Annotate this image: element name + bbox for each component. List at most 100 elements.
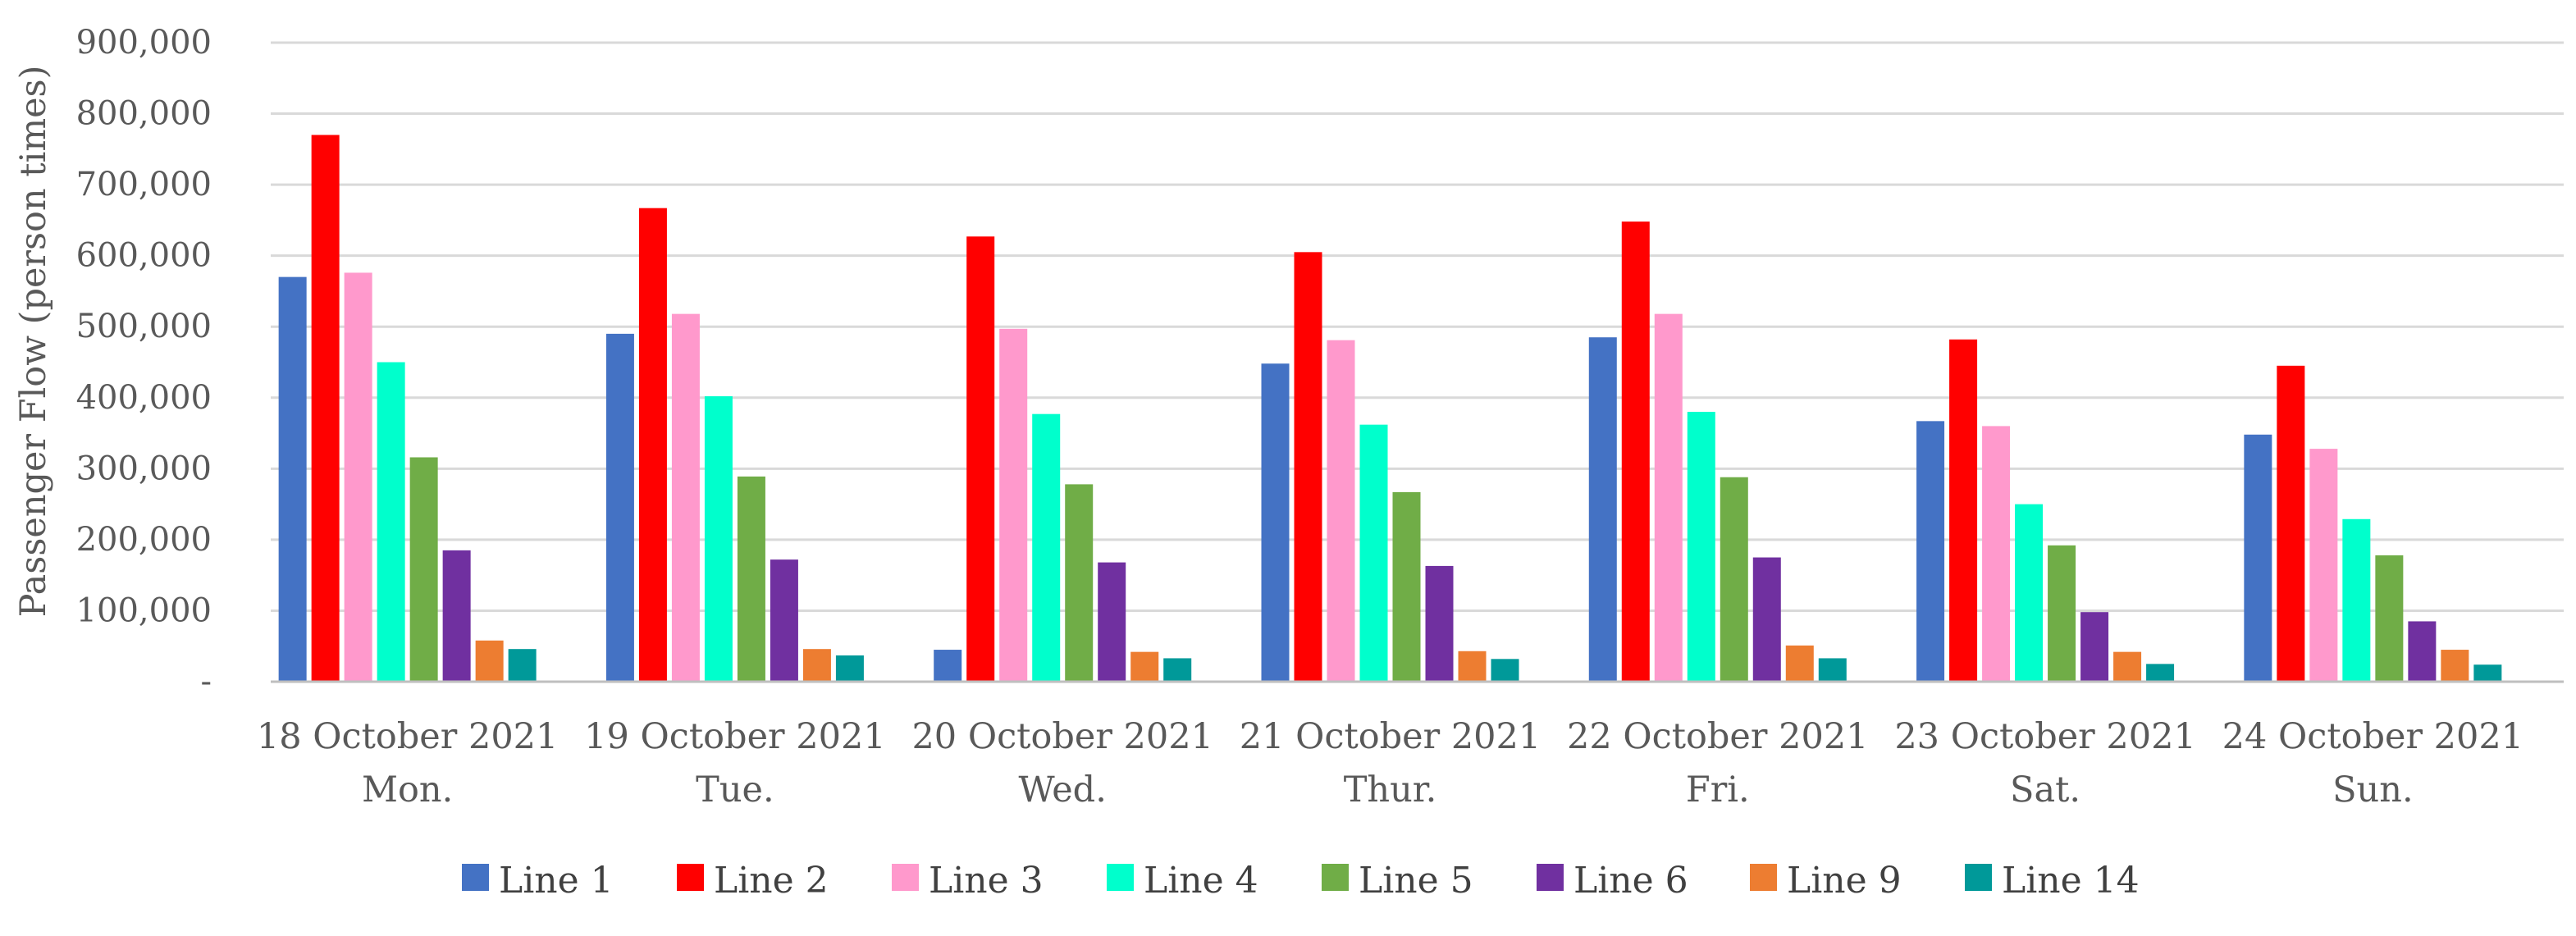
bar <box>934 650 962 682</box>
legend-label: Line 2 <box>714 860 829 902</box>
bar <box>704 396 733 682</box>
bar <box>1032 413 1061 682</box>
bar <box>638 208 667 682</box>
bar <box>2441 650 2469 682</box>
bar <box>1654 313 1683 682</box>
bar <box>671 313 700 682</box>
bar <box>344 272 372 682</box>
legend-swatch <box>1322 864 1349 891</box>
x-category-day-label: Sat. <box>2010 769 2080 810</box>
bar <box>802 649 831 682</box>
legend-swatch <box>1107 864 1134 891</box>
bar <box>278 276 307 682</box>
bar <box>1163 658 1192 682</box>
bar <box>2342 518 2371 682</box>
x-category-date-label: 20 October 2021 <box>911 716 1213 757</box>
bar <box>1916 421 1945 682</box>
bar <box>1752 557 1781 682</box>
bar <box>1261 363 1290 682</box>
bar <box>508 649 537 682</box>
y-tick-label: 500,000 <box>76 308 212 345</box>
bar <box>1949 339 1978 682</box>
legend-swatch <box>1537 864 1564 891</box>
legend-swatch <box>677 864 704 891</box>
x-category-date-label: 19 October 2021 <box>584 716 886 757</box>
bar <box>605 333 634 682</box>
legend-label: Line 5 <box>1359 860 1473 902</box>
bar <box>2375 555 2404 682</box>
x-category-day-label: Tue. <box>696 769 774 810</box>
x-category-date-label: 24 October 2021 <box>2222 716 2524 757</box>
bar <box>966 236 995 683</box>
y-tick-label: 900,000 <box>76 24 212 62</box>
legend-label: Line 1 <box>499 860 614 902</box>
bar <box>999 328 1028 682</box>
y-axis-title: Passenger Flow (person times) <box>13 66 54 618</box>
bar <box>1425 565 1454 682</box>
bar <box>442 550 471 682</box>
legend-label: Line 6 <box>1573 860 1688 902</box>
bar <box>1130 651 1159 682</box>
bar <box>2048 545 2076 682</box>
x-category-day-label: Fri. <box>1686 769 1750 810</box>
bar <box>770 559 798 682</box>
bar <box>1294 252 1322 683</box>
y-tick-label: 200,000 <box>76 521 212 559</box>
legend-swatch <box>462 864 489 891</box>
x-category-date-label: 18 October 2021 <box>257 716 559 757</box>
bar <box>1491 659 1519 682</box>
bar <box>311 135 340 682</box>
y-tick-label: 300,000 <box>76 450 212 487</box>
bar <box>1065 484 1094 682</box>
legend-label: Line 14 <box>2002 860 2140 902</box>
bar <box>2309 449 2338 682</box>
legend-label: Line 4 <box>1144 860 1258 902</box>
bar <box>2080 612 2109 682</box>
y-tick-label: 400,000 <box>76 379 212 417</box>
y-tick-label: 600,000 <box>76 237 212 275</box>
y-tick-labels: - 100,000 200,000 300,000 400,000 500,000 600,… <box>76 24 212 701</box>
bar-layer <box>278 135 2502 683</box>
x-category-date-label: 21 October 2021 <box>1240 716 1541 757</box>
x-category-day-label: Thur. <box>1344 769 1437 810</box>
bar <box>1098 562 1126 682</box>
bar <box>1327 340 1355 682</box>
legend-swatch <box>1965 864 1992 891</box>
bar <box>835 655 864 682</box>
bar <box>377 362 405 682</box>
x-category-labels: 18 October 2021 Mon. 19 October 2021 Tue. 20… <box>257 716 2523 810</box>
bar <box>2473 664 2502 682</box>
bar <box>2015 504 2044 682</box>
bar <box>1982 426 2011 682</box>
bar <box>1818 658 1847 682</box>
bar <box>1359 424 1388 682</box>
x-category-date-label: 22 October 2021 <box>1567 716 1869 757</box>
bar <box>1392 491 1421 682</box>
bar <box>1720 477 1748 682</box>
bar <box>1785 645 1814 682</box>
bar <box>2277 365 2305 682</box>
legend-label: Line 9 <box>1787 860 1902 902</box>
bar <box>2113 651 2142 682</box>
bar <box>737 476 765 682</box>
legend-swatch <box>1750 864 1777 891</box>
y-tick-label: 700,000 <box>76 166 212 203</box>
bar <box>1458 651 1487 682</box>
y-tick-label: 800,000 <box>76 95 212 133</box>
bar <box>1687 412 1715 682</box>
x-category-day-label: Mon. <box>362 769 453 810</box>
y-tick-label: - <box>200 663 212 701</box>
bar <box>409 457 438 682</box>
bar <box>1588 337 1617 682</box>
x-category-day-label: Sun. <box>2332 769 2414 810</box>
bar <box>2146 664 2175 682</box>
y-tick-label: 100,000 <box>76 591 212 629</box>
x-category-date-label: 23 October 2021 <box>1894 716 2196 757</box>
x-category-day-label: Wed. <box>1019 769 1107 810</box>
bar <box>475 640 504 682</box>
bar <box>1621 221 1650 682</box>
bar <box>2244 434 2272 682</box>
legend-label: Line 3 <box>929 860 1044 902</box>
